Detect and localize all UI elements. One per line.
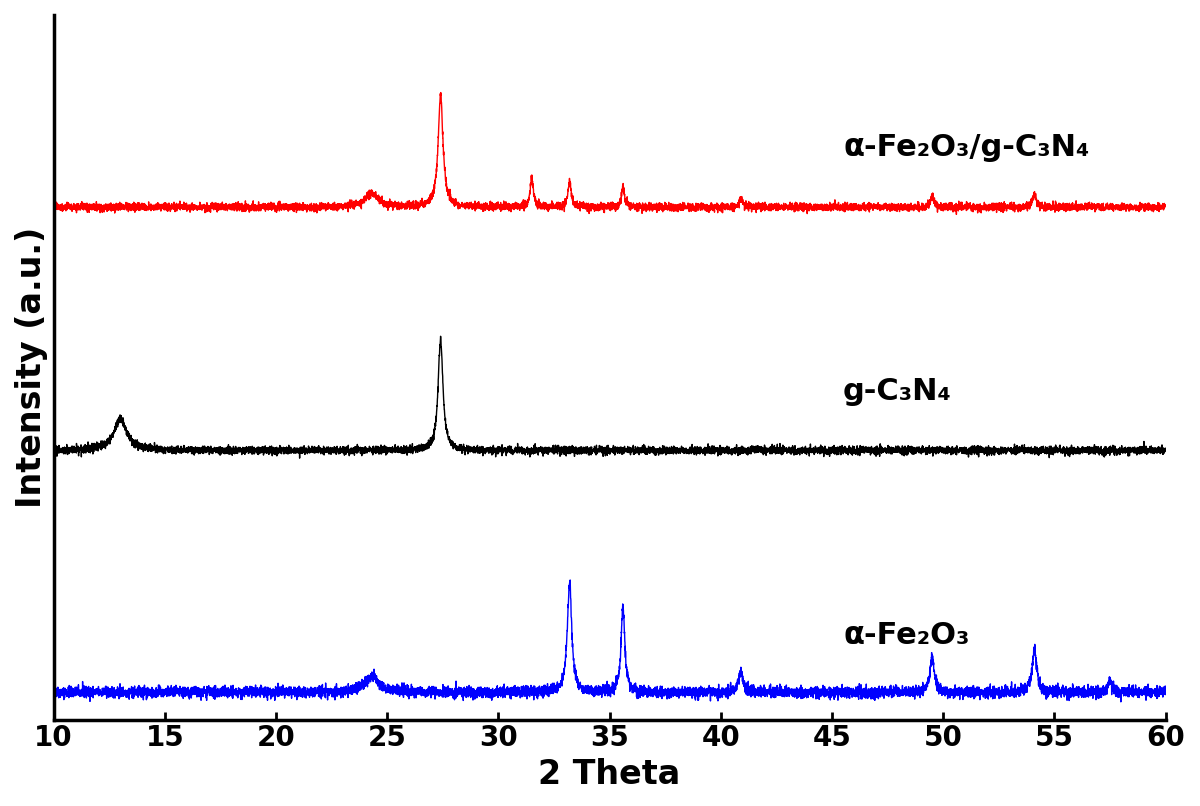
Text: g-C₃N₄: g-C₃N₄ [844,377,952,406]
Text: α-Fe₂O₃: α-Fe₂O₃ [844,621,970,650]
Y-axis label: Intensity (a.u.): Intensity (a.u.) [14,226,48,508]
X-axis label: 2 Theta: 2 Theta [539,758,680,791]
Text: α-Fe₂O₃/g-C₃N₄: α-Fe₂O₃/g-C₃N₄ [844,134,1090,163]
